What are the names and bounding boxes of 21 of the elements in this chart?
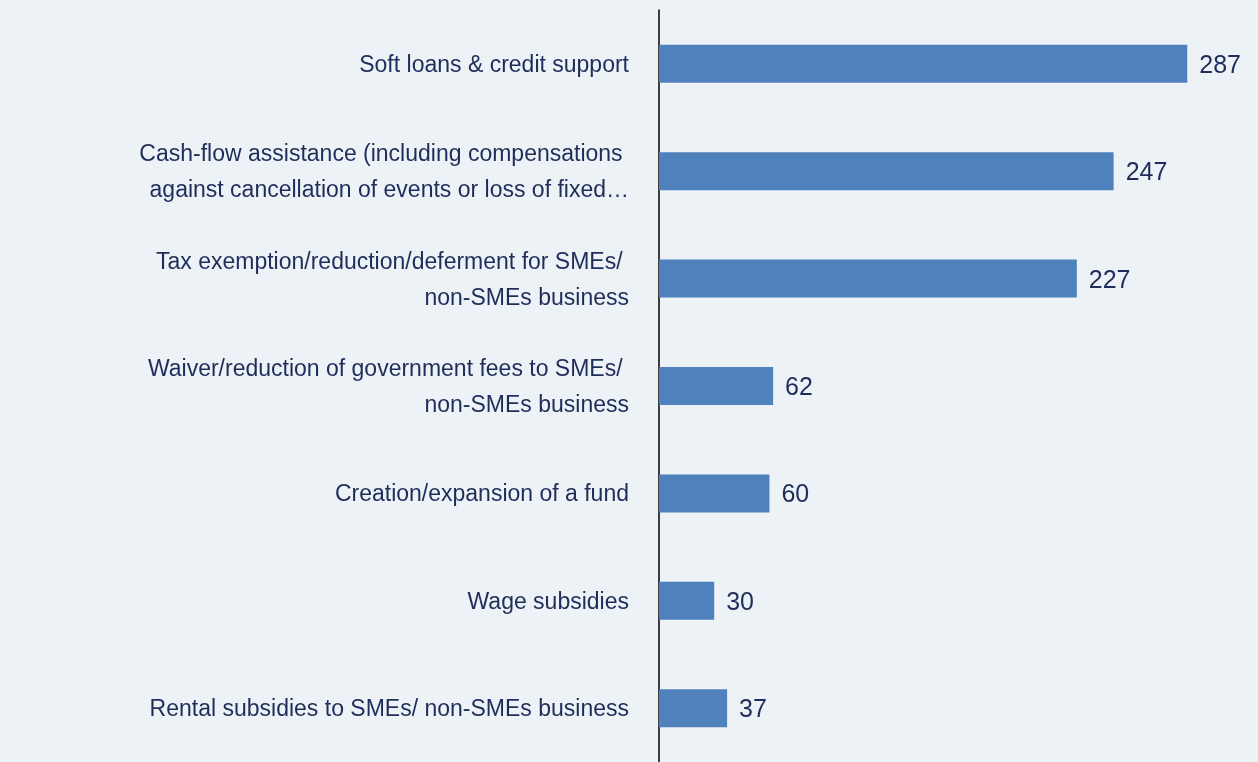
y-tick-label: Cash-flow assistance (including compensations against cancellation of events or loss of fixed… bbox=[139, 140, 629, 203]
bar bbox=[659, 474, 770, 513]
y-tick-label: Soft loans & credit support bbox=[359, 50, 630, 77]
y-tick-label: Tax exemption/reduction/deferment for SMEs/ non-SMEs business bbox=[156, 247, 629, 310]
bar bbox=[659, 152, 1114, 191]
data-label: 227 bbox=[1088, 264, 1131, 293]
bar bbox=[659, 581, 715, 620]
bar bbox=[659, 689, 728, 728]
data-label: 247 bbox=[1125, 157, 1168, 186]
y-tick-label: Rental subsidies to SMEs/ non-SMEs business bbox=[149, 695, 629, 722]
data-label: 30 bbox=[726, 586, 755, 615]
y-tick-label: Wage subsidies bbox=[467, 587, 629, 614]
bar bbox=[659, 44, 1188, 83]
data-label: 37 bbox=[739, 694, 767, 723]
data-label: 62 bbox=[785, 372, 813, 400]
bar bbox=[659, 367, 774, 405]
data-label: 60 bbox=[781, 479, 810, 508]
bar bbox=[659, 259, 1077, 298]
y-tick-label: Creation/expansion of a fund bbox=[334, 480, 629, 507]
y-tick-label: Waiver/reduction of government fees to SMEs/ non-SMEs business bbox=[147, 355, 629, 417]
data-label: 287 bbox=[1199, 49, 1241, 78]
